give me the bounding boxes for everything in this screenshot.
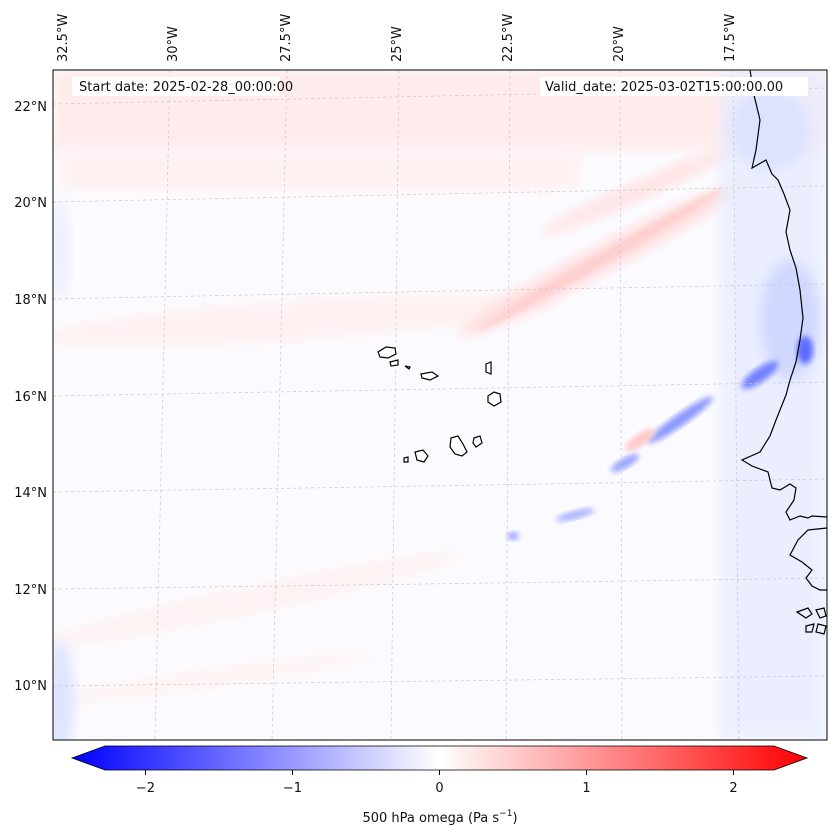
africa-coast-south [789,527,827,591]
lon-label-20w: 20°W [612,26,627,62]
lat-label-14n: 14°N [14,486,47,501]
colorbar-tick-label: 0 [435,781,443,796]
lon-label-17-5w: 17.5°W [723,14,738,62]
colorbar-tick-label: −1 [283,781,302,796]
lon-label-25w: 25°W [390,26,405,62]
coastline [377,70,827,635]
start-date-box [72,77,280,96]
lat-label-18n: 18°N [14,293,47,308]
longitude-labels: 32.5°W 30°W 27.5°W 25°W 22.5°W 20°W 17.5… [56,14,738,62]
lon-label-30w: 30°W [166,26,181,62]
valid-date-box [540,77,808,96]
lat-label-20n: 20°N [14,196,47,211]
valid-date-text: Valid_date: 2025-03-02T15:00:00.00 [545,80,783,95]
map-frame [52,69,828,741]
lon-label-27-5w: 27.5°W [279,14,294,62]
colorbar: −2 −1 0 1 2 500 hPa omega (Pa s−1) [70,745,809,826]
map-panel: Start date: 2025-02-28_00:00:00 Valid_da… [52,69,828,741]
latitude-labels: 22°N 20°N 18°N 16°N 14°N 12°N 10°N [14,100,47,694]
africa-coast [740,70,827,521]
colorbar-ticks: −2 −1 0 1 2 [136,770,738,796]
bissagos-islands [795,607,827,635]
graticule [53,70,827,740]
lat-label-22n: 22°N [14,100,47,115]
colorbar-body [70,745,809,771]
start-date-text: Start date: 2025-02-28_00:00:00 [79,80,293,95]
colorbar-tick-label: 1 [582,781,590,796]
lat-label-10n: 10°N [14,679,47,694]
lon-label-22-5w: 22.5°W [501,14,516,62]
colorbar-tick-label: 2 [729,781,737,796]
lat-label-16n: 16°N [14,390,47,405]
lon-label-32-5w: 32.5°W [56,14,71,62]
colorbar-label: 500 hPa omega (Pa s−1) [362,809,517,826]
colorbar-tick-label: −2 [136,781,155,796]
cape-verde-islands [377,346,502,463]
lat-label-12n: 12°N [14,583,47,598]
